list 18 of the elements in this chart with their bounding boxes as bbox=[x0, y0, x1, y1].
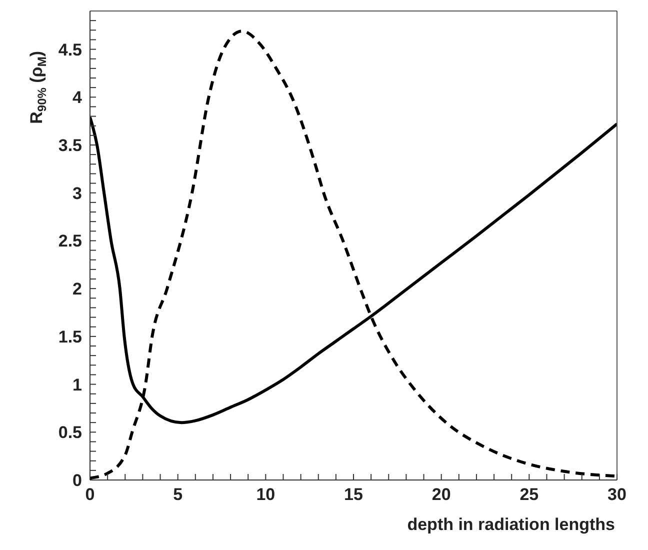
y-tick-label: 2.5 bbox=[58, 232, 82, 251]
x-tick-label: 25 bbox=[520, 485, 539, 504]
y-tick-label: 0 bbox=[72, 471, 82, 490]
x-tick-label: 10 bbox=[256, 485, 276, 504]
x-tick-label: 20 bbox=[432, 485, 451, 504]
y-tick-label: 1.5 bbox=[58, 327, 82, 346]
y-tick-label: 0.5 bbox=[58, 423, 82, 442]
y-tick-label: 2 bbox=[72, 280, 82, 299]
y-tick-label: 4 bbox=[72, 88, 83, 108]
x-tick-label: 15 bbox=[344, 485, 363, 504]
y-tick-label: 3 bbox=[72, 184, 82, 203]
x-tick-label: 0 bbox=[85, 485, 95, 504]
y-tick-label: 3.5 bbox=[58, 136, 82, 156]
y-tick-label: 4.5 bbox=[58, 40, 82, 60]
x-tick-label: 5 bbox=[173, 485, 183, 504]
x-tick-label: 30 bbox=[608, 485, 626, 504]
x-axis-title: depth in radiation lengths bbox=[407, 515, 615, 534]
y-tick-label: 1 bbox=[72, 375, 82, 394]
